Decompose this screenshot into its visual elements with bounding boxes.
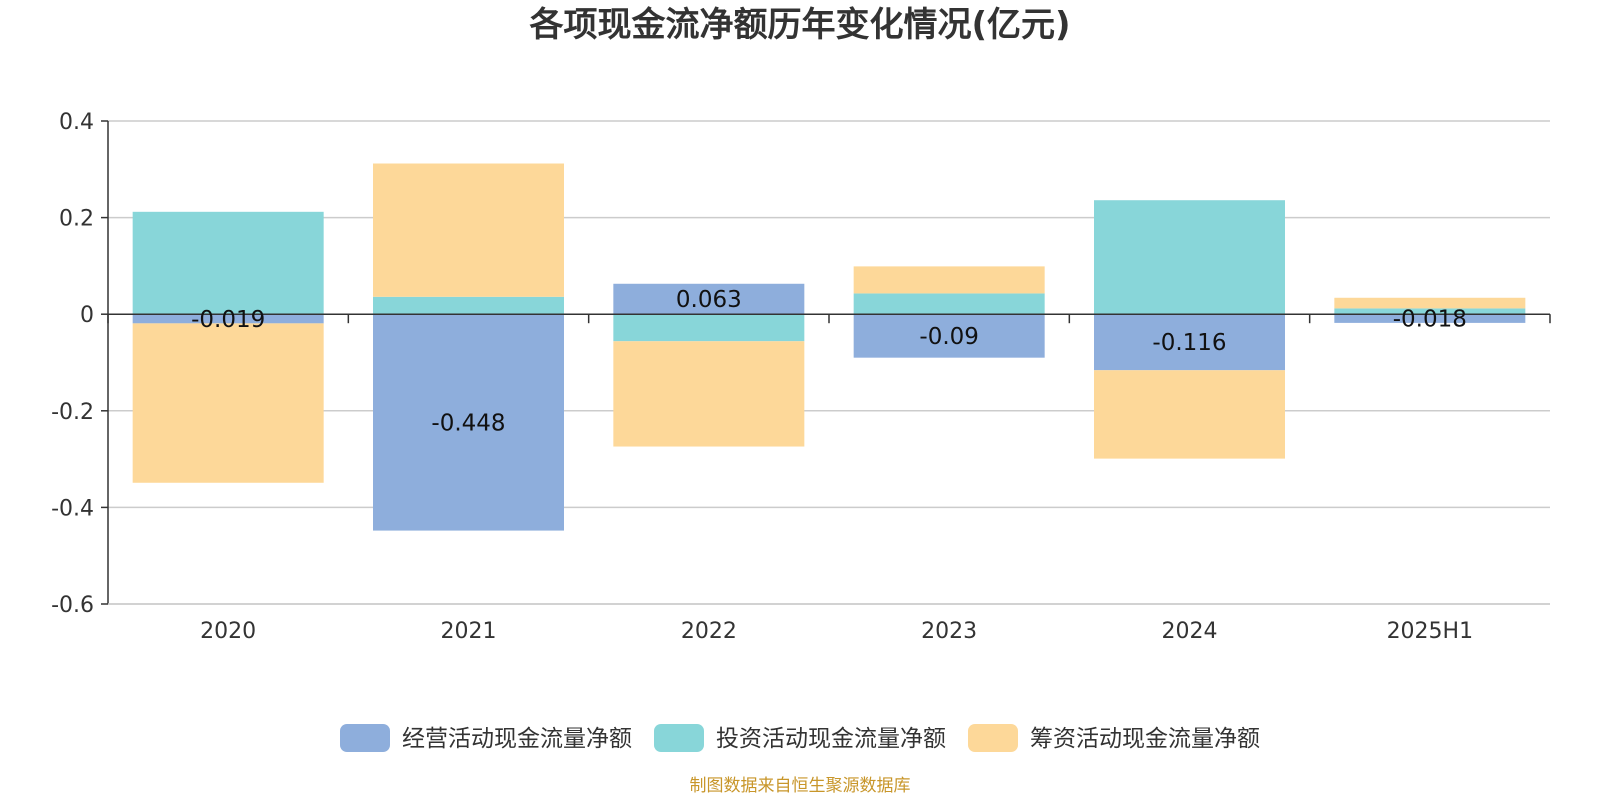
x-tick-label: 2023 (921, 619, 977, 644)
bar[interactable] (1094, 200, 1285, 315)
bar[interactable] (132, 314, 324, 324)
grid (108, 120, 1550, 605)
bar[interactable] (373, 296, 564, 315)
data-label: -0.018 (1393, 307, 1467, 333)
legend-swatch (340, 724, 390, 752)
y-tick-label: -0.6 (51, 593, 94, 618)
data-label: -0.116 (1152, 330, 1226, 356)
chart-title: 各项现金流净额历年变化情况(亿元) (529, 5, 1070, 45)
bar[interactable] (132, 323, 324, 483)
legend-item[interactable]: 投资活动现金流量净额 (654, 724, 946, 752)
bar[interactable] (1334, 314, 1526, 323)
bar[interactable] (613, 283, 805, 315)
bar[interactable] (1334, 297, 1526, 309)
bars (132, 163, 1526, 531)
data-label: -0.448 (431, 410, 505, 436)
x-tick-label: 2022 (681, 619, 737, 644)
y-tick-label: 0.2 (59, 207, 94, 232)
legend[interactable]: 经营活动现金流量净额 投资活动现金流量净额 筹资活动现金流量净额 (340, 724, 1260, 752)
legend-label: 经营活动现金流量净额 (402, 726, 632, 752)
x-tick-label: 2021 (441, 619, 497, 644)
data-label: -0.019 (191, 307, 265, 333)
y-tick-label: 0 (80, 303, 94, 328)
data-label: 0.063 (676, 287, 742, 313)
data-label: -0.09 (919, 324, 979, 350)
bar[interactable] (613, 341, 805, 447)
bar[interactable] (1334, 308, 1526, 315)
bar[interactable] (132, 211, 324, 315)
bar[interactable] (613, 314, 805, 342)
legend-label: 投资活动现金流量净额 (716, 726, 946, 752)
data-labels: -0.019 -0.448 0.063 -0.09 -0.116 -0.018 (191, 287, 1467, 436)
legend-item[interactable]: 筹资活动现金流量净额 (968, 724, 1260, 752)
legend-swatch (968, 724, 1018, 752)
legend-item[interactable]: 经营活动现金流量净额 (340, 724, 632, 752)
source-note: 制图数据来自恒生聚源数据库 (690, 776, 911, 796)
bar[interactable] (373, 163, 564, 297)
legend-swatch (654, 724, 704, 752)
bar[interactable] (853, 266, 1045, 294)
bar[interactable] (1094, 370, 1285, 459)
bar[interactable] (373, 314, 564, 531)
y-tick-label: -0.2 (51, 400, 94, 425)
bar[interactable] (853, 293, 1045, 315)
x-tick-label: 2025H1 (1387, 619, 1474, 644)
bar[interactable] (853, 314, 1045, 358)
legend-label: 筹资活动现金流量净额 (1030, 726, 1260, 752)
x-tick-label: 2024 (1162, 619, 1218, 644)
y-tick-label: 0.4 (59, 110, 94, 135)
x-tick-label: 2020 (200, 619, 256, 644)
bar[interactable] (1094, 314, 1285, 371)
y-tick-label: -0.4 (51, 496, 94, 521)
axes: 0.4 0.2 0 -0.2 -0.4 -0.6 2020 2021 2022 2023 2024 2… (51, 110, 1551, 644)
